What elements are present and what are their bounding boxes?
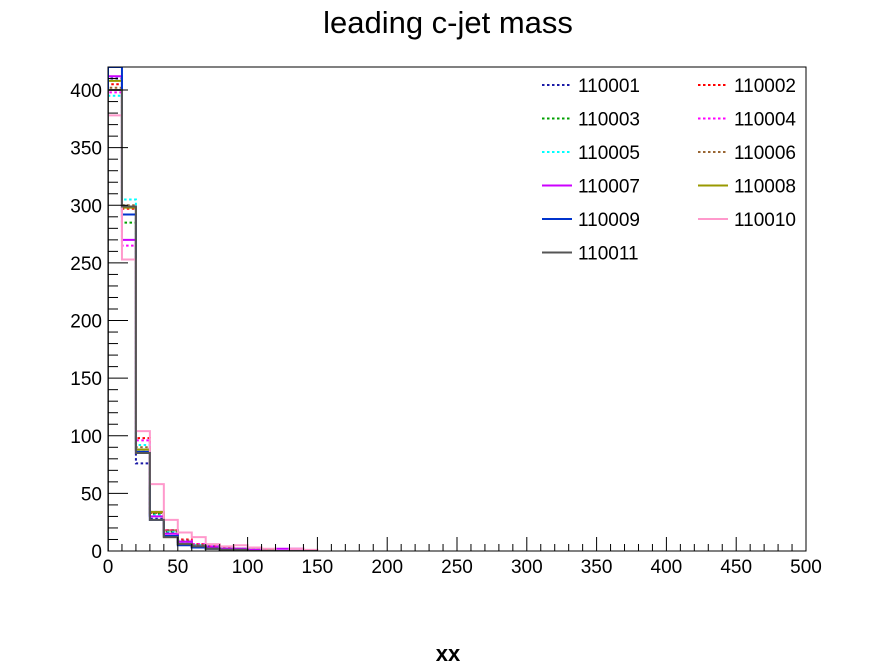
x-tick-label: 100 bbox=[232, 557, 264, 578]
legend-entry-110004: 110004 bbox=[698, 110, 796, 131]
legend-entry-110005: 110005 bbox=[542, 143, 640, 164]
x-tick-label: 50 bbox=[167, 557, 188, 578]
y-tick-label: 200 bbox=[70, 312, 102, 333]
legend-label: 110008 bbox=[734, 177, 796, 198]
x-tick-label: 150 bbox=[302, 557, 334, 578]
y-tick-label: 350 bbox=[70, 139, 102, 160]
legend-entry-110001: 110001 bbox=[542, 76, 640, 97]
legend-label: 110001 bbox=[578, 76, 640, 97]
legend-label: 110009 bbox=[578, 210, 640, 231]
legend-entry-110009: 110009 bbox=[542, 210, 640, 231]
y-tick-label: 0 bbox=[91, 542, 102, 563]
y-tick-label: 250 bbox=[70, 254, 102, 275]
legend-label: 110002 bbox=[734, 76, 796, 97]
legend-label: 110011 bbox=[578, 244, 639, 265]
legend-label: 110006 bbox=[734, 143, 796, 164]
series-110001 bbox=[108, 77, 318, 551]
legend-entry-110003: 110003 bbox=[542, 110, 640, 131]
series-layer bbox=[108, 67, 319, 551]
series-110005 bbox=[108, 94, 318, 551]
y-tick-label: 50 bbox=[81, 484, 102, 505]
y-tick-label: 400 bbox=[70, 81, 102, 102]
legend-entry-110010: 110010 bbox=[698, 210, 796, 231]
legend-label: 110003 bbox=[578, 110, 640, 131]
series-110007 bbox=[108, 75, 318, 551]
series-110003 bbox=[108, 89, 318, 551]
x-tick-label: 300 bbox=[511, 557, 543, 578]
x-tick-label: 450 bbox=[720, 557, 752, 578]
x-tick-label: 350 bbox=[581, 557, 613, 578]
series-110006 bbox=[108, 86, 318, 551]
series-110002 bbox=[108, 83, 318, 551]
legend-label: 110007 bbox=[578, 177, 640, 198]
y-tick-label: 300 bbox=[70, 196, 102, 217]
chart-title: leading c-jet mass bbox=[323, 5, 573, 40]
y-tick-label: 150 bbox=[70, 369, 102, 390]
y-tick-label: 100 bbox=[70, 427, 102, 448]
series-110008 bbox=[108, 79, 318, 551]
series-110011 bbox=[108, 89, 318, 551]
x-axis-label: xx bbox=[436, 641, 461, 666]
x-tick-label: 400 bbox=[651, 557, 683, 578]
legend-label: 110005 bbox=[578, 143, 640, 164]
series-110004 bbox=[108, 91, 318, 551]
x-tick-label: 500 bbox=[790, 557, 822, 578]
legend-entry-110002: 110002 bbox=[698, 76, 796, 97]
legend: 110001 110002 110003 110004 110005 110006 1100… bbox=[542, 76, 796, 265]
x-tick-label: 0 bbox=[103, 557, 114, 578]
legend-entry-110011: 110011 bbox=[542, 244, 639, 265]
legend-label: 110004 bbox=[734, 110, 796, 131]
legend-entry-110008: 110008 bbox=[698, 177, 796, 198]
x-tick-label: 250 bbox=[441, 557, 473, 578]
axis-layer: 0 50 100 150 200 250 300 350 400 450 500 0 50 100 150 2… bbox=[70, 66, 822, 578]
legend-entry-110007: 110007 bbox=[542, 177, 640, 198]
legend-label: 110010 bbox=[734, 210, 796, 231]
x-tick-label: 200 bbox=[371, 557, 403, 578]
series-110009 bbox=[108, 67, 318, 551]
series-110010 bbox=[108, 114, 319, 551]
legend-entry-110006: 110006 bbox=[698, 143, 796, 164]
plot-frame bbox=[107, 66, 807, 552]
